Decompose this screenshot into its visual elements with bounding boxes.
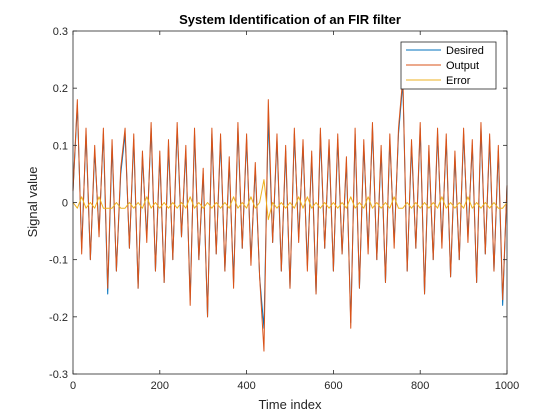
x-tick-label: 400 bbox=[237, 380, 255, 392]
chart-title: System Identification of an FIR filter bbox=[179, 12, 401, 27]
legend-label-error: Error bbox=[446, 75, 471, 87]
y-axis-ticks: -0.3 -0.2 -0.1 0 0.1 0.2 0.3 bbox=[49, 26, 507, 381]
series-line-output bbox=[72, 76, 508, 352]
legend-label-desired: Desired bbox=[446, 45, 484, 57]
y-axis-label: Signal value bbox=[25, 167, 40, 238]
y-tick-label: -0.1 bbox=[49, 255, 68, 267]
x-axis-label: Time index bbox=[258, 397, 322, 412]
y-tick-label: -0.2 bbox=[49, 312, 68, 324]
y-tick-label: 0.2 bbox=[53, 83, 68, 95]
x-tick-label: 800 bbox=[411, 380, 429, 392]
series-layer bbox=[72, 76, 508, 352]
y-tick-label: -0.3 bbox=[49, 369, 68, 381]
y-tick-label: 0.1 bbox=[53, 140, 68, 152]
legend: Desired Output Error bbox=[400, 41, 497, 90]
x-tick-label: 0 bbox=[70, 380, 76, 392]
x-axis-ticks: 0 200 400 600 800 1000 bbox=[70, 31, 519, 392]
x-tick-label: 200 bbox=[151, 380, 169, 392]
y-tick-label: 0 bbox=[62, 198, 68, 210]
legend-label-output: Output bbox=[446, 60, 479, 72]
series-line-error bbox=[72, 179, 508, 221]
x-tick-label: 600 bbox=[324, 380, 342, 392]
y-tick-label: 0.3 bbox=[53, 26, 68, 38]
x-tick-label: 1000 bbox=[495, 380, 519, 392]
